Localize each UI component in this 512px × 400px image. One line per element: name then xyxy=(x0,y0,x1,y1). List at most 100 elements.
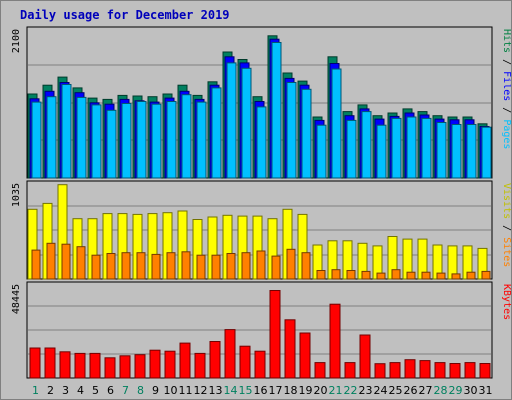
x-tick-label-16: 16 xyxy=(254,384,268,397)
legend-entry: Files xyxy=(501,71,511,101)
x-tick-label-21: 21 xyxy=(329,384,343,397)
bar-pages-5 xyxy=(91,104,102,179)
bar-sites-27 xyxy=(421,271,431,280)
bar-pages-18 xyxy=(286,82,297,179)
x-tick-label-13: 13 xyxy=(209,384,223,397)
bar-pages-12 xyxy=(196,101,207,179)
legend-entry: KBytes xyxy=(501,284,511,320)
bar-sites-5 xyxy=(91,254,101,280)
bar-sites-8 xyxy=(136,252,146,280)
bar-kbytes-3 xyxy=(59,351,71,379)
legend-kbytes: KBytes xyxy=(501,284,511,320)
bar-pages-22 xyxy=(346,119,357,179)
bar-pages-4 xyxy=(76,96,87,179)
bar-kbytes-14 xyxy=(224,329,236,379)
bar-sites-7 xyxy=(121,252,131,280)
x-tick-label-25: 25 xyxy=(389,384,403,397)
bar-kbytes-2 xyxy=(44,347,56,379)
x-tick-label-23: 23 xyxy=(359,384,373,397)
bar-kbytes-27 xyxy=(419,360,431,379)
x-tick-label-7: 7 xyxy=(122,384,129,397)
bar-sites-13 xyxy=(211,254,221,280)
bar-kbytes-28 xyxy=(434,362,446,379)
bar-kbytes-1 xyxy=(29,347,41,379)
bar-pages-28 xyxy=(436,122,447,179)
bar-sites-25 xyxy=(391,269,401,280)
bar-kbytes-29 xyxy=(449,363,461,379)
bar-kbytes-4 xyxy=(74,352,86,379)
chart-title: Daily usage for December 2019 xyxy=(20,8,230,22)
bar-kbytes-6 xyxy=(104,357,116,379)
x-tick-label-5: 5 xyxy=(92,384,99,397)
bar-kbytes-9 xyxy=(149,349,161,379)
bar-sites-23 xyxy=(361,270,371,280)
bar-kbytes-22 xyxy=(344,362,356,379)
legend-entry: Pages xyxy=(501,119,511,149)
panel-visits-sites: 1035 Visits / Sites xyxy=(11,180,511,280)
bar-sites-29 xyxy=(451,273,461,280)
bar-kbytes-17 xyxy=(269,290,281,379)
bar-pages-30 xyxy=(466,124,477,179)
bar-sites-1 xyxy=(31,249,41,280)
bar-pages-9 xyxy=(151,103,162,179)
bar-kbytes-10 xyxy=(164,350,176,379)
bar-pages-26 xyxy=(406,116,417,179)
x-tick-label-27: 27 xyxy=(419,384,433,397)
bar-sites-14 xyxy=(226,253,236,280)
x-tick-label-24: 24 xyxy=(374,384,388,397)
bar-pages-19 xyxy=(301,88,312,179)
x-tick-label-6: 6 xyxy=(107,384,114,397)
legend-visits-sites: Visits / Sites xyxy=(501,183,511,267)
x-tick-label-30: 30 xyxy=(464,384,478,397)
bar-pages-14 xyxy=(226,62,237,179)
panel-pages-files-hits: 2100 Hits / Files / Pages xyxy=(11,26,511,179)
bar-pages-10 xyxy=(166,101,177,179)
bar-kbytes-16 xyxy=(254,350,266,379)
legend-entry: Visits xyxy=(501,183,511,219)
bar-kbytes-15 xyxy=(239,345,251,379)
legend-pages-files-hits: Hits / Files / Pages xyxy=(501,29,511,149)
x-tick-label-11: 11 xyxy=(179,384,193,397)
bar-kbytes-21 xyxy=(329,303,341,379)
bar-sites-20 xyxy=(316,270,326,280)
bar-kbytes-20 xyxy=(314,362,326,379)
x-tick-label-2: 2 xyxy=(47,384,54,397)
x-tick-label-12: 12 xyxy=(194,384,208,397)
bar-kbytes-31 xyxy=(479,363,491,379)
bar-kbytes-11 xyxy=(179,342,191,379)
x-tick-label-10: 10 xyxy=(164,384,178,397)
x-tick-label-20: 20 xyxy=(314,384,328,397)
bar-pages-13 xyxy=(211,87,222,179)
bar-sites-30 xyxy=(466,271,476,280)
bar-pages-29 xyxy=(451,124,462,179)
bar-sites-28 xyxy=(436,272,446,280)
bar-sites-21 xyxy=(331,269,341,280)
bar-pages-2 xyxy=(46,96,57,179)
bar-pages-17 xyxy=(271,42,282,179)
bar-sites-19 xyxy=(301,252,311,280)
bar-kbytes-12 xyxy=(194,352,206,379)
bar-sites-22 xyxy=(346,270,356,280)
legend-entry: Hits xyxy=(501,29,511,53)
bar-pages-24 xyxy=(376,124,387,179)
x-tick-label-31: 31 xyxy=(479,384,493,397)
bar-kbytes-30 xyxy=(464,362,476,379)
bar-kbytes-18 xyxy=(284,319,296,379)
legend-entry: / xyxy=(501,219,511,237)
bar-sites-10 xyxy=(166,252,176,280)
bar-kbytes-13 xyxy=(209,341,221,379)
bar-sites-26 xyxy=(406,271,416,280)
x-tick-label-22: 22 xyxy=(344,384,358,397)
x-tick-label-15: 15 xyxy=(239,384,253,397)
bar-sites-4 xyxy=(76,246,86,280)
bar-pages-7 xyxy=(121,103,132,179)
bar-pages-21 xyxy=(331,68,342,179)
x-tick-label-8: 8 xyxy=(137,384,144,397)
panel-kbytes: 48445 KBytes xyxy=(11,281,511,379)
ymax-label-kbytes: 48445 xyxy=(11,284,22,314)
bar-pages-6 xyxy=(106,109,117,179)
bar-pages-23 xyxy=(361,111,372,179)
bar-sites-3 xyxy=(61,243,71,280)
legend-entry: / xyxy=(501,101,511,119)
